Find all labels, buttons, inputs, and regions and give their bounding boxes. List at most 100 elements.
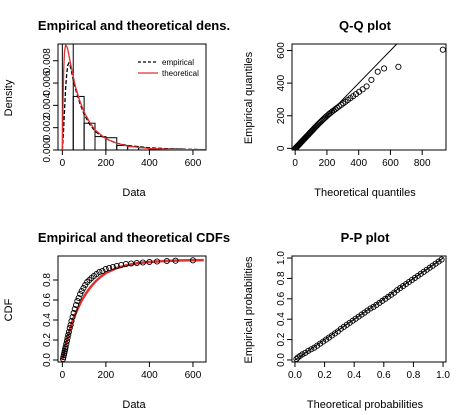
qq-ytick-label: 600 — [276, 42, 287, 59]
density-xtick-label: 200 — [98, 158, 115, 169]
qq-point — [368, 76, 375, 83]
cdf-point — [139, 259, 146, 266]
cdf-point — [69, 313, 76, 321]
cdf-ytick-label: 0.2 — [42, 333, 53, 347]
pp-xtick-label: 0.4 — [347, 370, 361, 381]
cdf-xtick-label: 400 — [141, 370, 158, 381]
legend-empirical-label: empirical — [162, 58, 194, 67]
qq-xtick-label: 800 — [414, 158, 431, 169]
qq-panel: Q-Q plot Theoretical quantiles Empirical… — [243, 18, 447, 199]
cdf-point — [172, 257, 179, 264]
pp-xtick-label: 0.2 — [318, 370, 332, 381]
histogram-bar — [94, 136, 107, 150]
cdf-point — [80, 284, 87, 292]
cdf-point — [133, 259, 140, 267]
density-ytick-label: 0.006 — [42, 70, 53, 95]
qq-frame — [291, 43, 447, 151]
cdf-point — [96, 268, 103, 276]
cdf-theoretical-line — [61, 258, 204, 361]
cdf-point — [68, 317, 75, 325]
density-legend: empirical theoretical — [138, 58, 199, 78]
pp-point — [308, 346, 315, 353]
pp-panel: P-P plot Theoretical probabilities Empir… — [243, 230, 450, 411]
cdf-title: Empirical and theoretical CDFs — [38, 230, 230, 245]
density-ytick-label: 0.008 — [42, 48, 53, 73]
cdf-frame — [57, 255, 207, 363]
pp-xtick-label: 0.0 — [288, 370, 302, 381]
qq-title: Q-Q plot — [339, 18, 392, 33]
pp-ytick-label: 0.8 — [276, 271, 287, 285]
pp-xtick-label: 0.8 — [406, 370, 420, 381]
pp-ytick-label: 0.6 — [276, 291, 287, 305]
qq-point — [381, 65, 388, 72]
pp-frame — [291, 255, 447, 363]
density-title: Empirical and theoretical dens. — [38, 18, 230, 33]
cdf-point — [67, 321, 74, 329]
pp-point — [438, 256, 445, 263]
qq-ytick-label: 200 — [276, 107, 287, 124]
qq-xtick-label: 600 — [382, 158, 399, 169]
qq-ytick-label: 400 — [276, 74, 287, 91]
qq-plot-area — [292, 44, 446, 150]
density-panel: Empirical and theoretical dens. Data Den… — [3, 18, 230, 199]
qq-xtick-label: 200 — [319, 158, 336, 169]
pp-point — [293, 355, 300, 362]
density-plot-area — [61, 44, 205, 150]
cdf-point — [128, 260, 135, 267]
density-ytick-label: 0.000 — [42, 137, 53, 162]
cdf-point — [189, 257, 196, 264]
density-ytick-label: 0.002 — [42, 115, 53, 140]
cdf-ytick-label: 0.8 — [42, 273, 53, 287]
cdf-point — [63, 337, 70, 345]
qq-point — [359, 86, 366, 93]
cdf-point — [163, 257, 170, 265]
cdf-point — [102, 265, 109, 273]
pp-xtick-label: 0.6 — [377, 370, 391, 381]
density-ylabel: Density — [3, 79, 15, 116]
cdf-ytick-label: 0.4 — [42, 313, 53, 327]
cdf-point — [71, 305, 78, 313]
cdf-point — [62, 343, 69, 351]
pp-ylabel: Empirical probabilities — [243, 256, 255, 363]
qq-xlabel: Theoretical quantiles — [314, 187, 416, 199]
cdf-ylabel: CDF — [3, 298, 15, 321]
density-xtick-label: 0 — [60, 158, 66, 169]
qq-ylabel: Empirical quantiles — [243, 51, 255, 144]
cdf-point — [109, 263, 116, 271]
cdf-point — [106, 264, 113, 272]
histogram-bar — [72, 95, 85, 150]
cdf-xtick-label: 0 — [60, 370, 66, 381]
cdf-point — [82, 281, 89, 289]
qq-ytick-label: 0 — [276, 145, 287, 151]
cdf-ytick-label: 0.0 — [42, 353, 53, 367]
pp-ytick-label: 0.0 — [276, 353, 287, 367]
pp-point — [367, 305, 374, 312]
pp-point — [305, 347, 312, 354]
density-ytick-label: 0.004 — [42, 92, 53, 117]
cdf-point — [99, 267, 106, 275]
pp-ytick-label: 1.0 — [276, 251, 287, 265]
pp-xtick-label: 1.0 — [436, 370, 450, 381]
pp-point — [299, 351, 306, 358]
cdf-point — [113, 262, 120, 270]
density-xlabel: Data — [122, 187, 146, 199]
density-theoretical-line — [61, 44, 204, 150]
cdf-point — [73, 301, 80, 309]
qq-point — [374, 68, 381, 75]
qq-point — [311, 124, 319, 131]
cdf-xtick-label: 600 — [185, 370, 202, 381]
qq-point — [363, 83, 370, 90]
cdf-xtick-label: 200 — [98, 370, 115, 381]
cdf-point — [75, 294, 82, 302]
cdf-point — [78, 287, 85, 295]
cdf-point — [146, 258, 153, 266]
qq-point — [439, 46, 446, 53]
pp-reference-line — [294, 257, 444, 361]
pp-title: P-P plot — [341, 230, 391, 245]
pp-ytick-label: 0.2 — [276, 332, 287, 346]
pp-plot-area — [293, 256, 445, 362]
cdf-point — [65, 331, 72, 339]
cdf-point — [153, 258, 161, 265]
cdf-point — [70, 309, 77, 317]
